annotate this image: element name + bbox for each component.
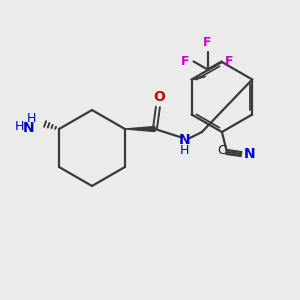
Text: N: N <box>179 133 191 147</box>
Text: F: F <box>203 36 212 49</box>
Text: N: N <box>244 147 256 161</box>
Text: H: H <box>26 112 36 124</box>
Polygon shape <box>125 127 155 131</box>
Text: C: C <box>218 143 226 157</box>
Text: N: N <box>22 121 34 135</box>
Text: F: F <box>181 55 190 68</box>
Text: F: F <box>225 55 234 68</box>
Text: H: H <box>180 143 190 157</box>
Text: H: H <box>14 119 24 133</box>
Text: O: O <box>153 90 165 104</box>
